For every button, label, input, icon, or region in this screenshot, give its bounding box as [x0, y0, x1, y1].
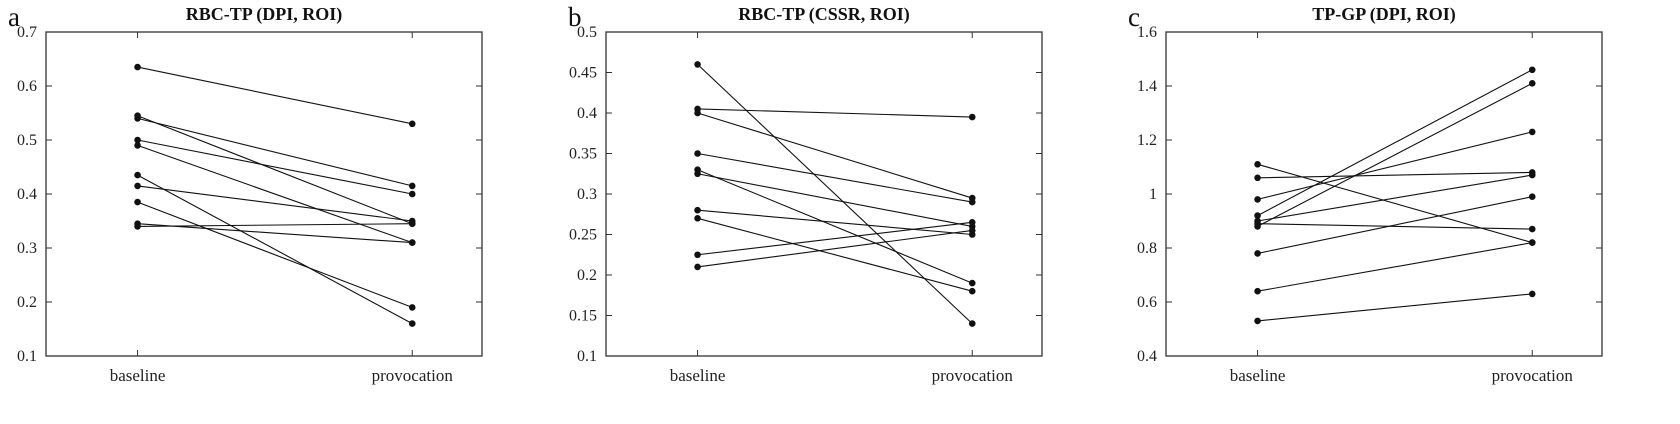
svg-text:baseline: baseline — [670, 366, 726, 385]
panel-letter-c: c — [1128, 2, 1140, 32]
svg-text:0.5: 0.5 — [17, 132, 37, 149]
svg-text:0.4: 0.4 — [1137, 348, 1157, 365]
panel-c: c TP-GP (DPI, ROI) 0.4 0.6 0.8 1 1.2 1.4 1.6 ba… — [1120, 0, 1680, 424]
svg-text:0.45: 0.45 — [569, 65, 597, 82]
svg-text:1.2: 1.2 — [1137, 132, 1157, 149]
svg-text:0.4: 0.4 — [577, 105, 597, 122]
svg-text:1.4: 1.4 — [1137, 78, 1157, 95]
panel-b: b RBC-TP (CSSR, ROI) 0.1 0.15 0.2 0.25 0.3 0.… — [560, 0, 1120, 424]
chart-canvas-a: 0.1 0.2 0.3 0.4 0.5 0.6 0.7 baseline provocation — [17, 24, 483, 385]
chart-canvas-b: 0.1 0.15 0.2 0.25 0.3 0.35 0.4 0.45 0.5 baseline p… — [569, 24, 1043, 385]
svg-text:provocation: provocation — [372, 366, 454, 385]
panel-letter-a: a — [8, 2, 20, 32]
svg-text:0.6: 0.6 — [17, 78, 37, 95]
svg-text:provocation: provocation — [1492, 366, 1574, 385]
svg-text:0.1: 0.1 — [17, 348, 37, 365]
chart-title-a: RBC-TP (DPI, ROI) — [185, 4, 343, 24]
chart-canvas-c: 0.4 0.6 0.8 1 1.2 1.4 1.6 baseline provocation — [1137, 24, 1603, 385]
svg-text:0.7: 0.7 — [17, 24, 37, 41]
svg-text:provocation: provocation — [932, 366, 1014, 385]
svg-text:baseline: baseline — [110, 366, 166, 385]
svg-text:0.6: 0.6 — [1137, 294, 1157, 311]
svg-text:0.2: 0.2 — [17, 294, 37, 311]
chart-title-b: RBC-TP (CSSR, ROI) — [738, 4, 910, 24]
svg-text:0.8: 0.8 — [1137, 240, 1157, 257]
svg-text:baseline: baseline — [1230, 366, 1286, 385]
svg-text:1.6: 1.6 — [1137, 24, 1157, 41]
svg-text:0.35: 0.35 — [569, 146, 597, 163]
svg-text:0.4: 0.4 — [17, 186, 37, 203]
svg-text:0.5: 0.5 — [577, 24, 597, 41]
svg-text:0.3: 0.3 — [17, 240, 37, 257]
svg-text:1: 1 — [1149, 186, 1157, 203]
svg-text:0.2: 0.2 — [577, 267, 597, 284]
panel-letter-b: b — [568, 2, 582, 32]
svg-text:0.25: 0.25 — [569, 227, 597, 244]
panel-a: a RBC-TP (DPI, ROI) 0.1 0.2 0.3 0.4 0.5 0.6 0.… — [0, 0, 560, 424]
svg-text:0.15: 0.15 — [569, 308, 597, 325]
svg-text:0.1: 0.1 — [577, 348, 597, 365]
chart-title-c: TP-GP (DPI, ROI) — [1312, 4, 1456, 24]
svg-text:0.3: 0.3 — [577, 186, 597, 203]
